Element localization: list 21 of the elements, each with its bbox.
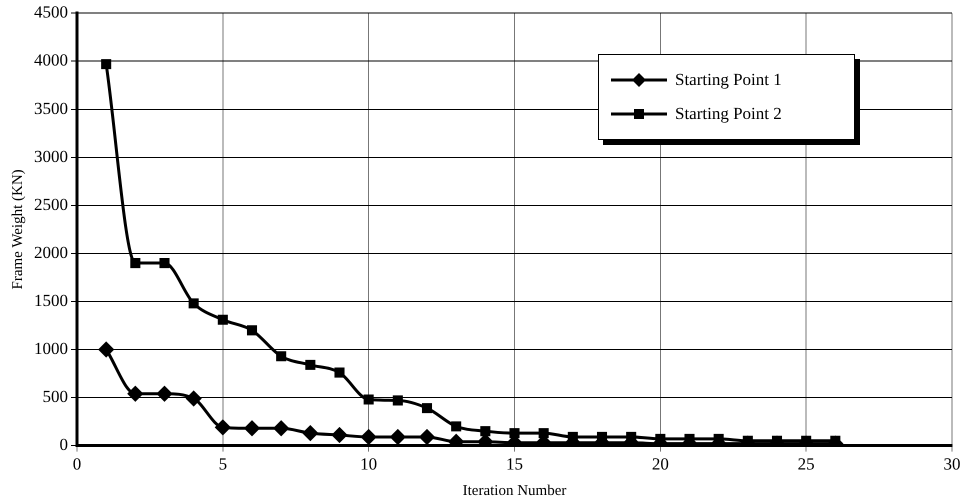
y-tick-label: 3500 <box>34 98 68 118</box>
y-tick-label: 1500 <box>34 290 68 310</box>
x-tick-label: 5 <box>218 454 228 474</box>
y-axis-title: Frame Weight (KN) <box>10 169 26 290</box>
y-tick-label: 2500 <box>34 194 68 214</box>
y-tick-label: 3000 <box>34 146 68 166</box>
x-tick-label: 30 <box>944 454 960 474</box>
legend-label: Starting Point 2 <box>675 104 782 124</box>
y-tick-label: 2000 <box>34 242 68 262</box>
x-tick-label: 10 <box>360 454 378 474</box>
y-tick-label: 4000 <box>34 50 68 70</box>
x-tick-label: 15 <box>506 454 523 474</box>
y-tick-label: 1000 <box>34 338 68 358</box>
y-tick-label: 4500 <box>34 2 68 22</box>
x-tick-label: 20 <box>652 454 669 474</box>
y-tick-label: 500 <box>42 387 68 406</box>
x-tick-label: 25 <box>798 454 815 474</box>
x-axis-title: Iteration Number <box>462 482 566 499</box>
x-tick-label: 0 <box>72 454 82 474</box>
legend-label: Starting Point 1 <box>675 70 782 90</box>
y-tick-label: 0 <box>60 435 68 454</box>
